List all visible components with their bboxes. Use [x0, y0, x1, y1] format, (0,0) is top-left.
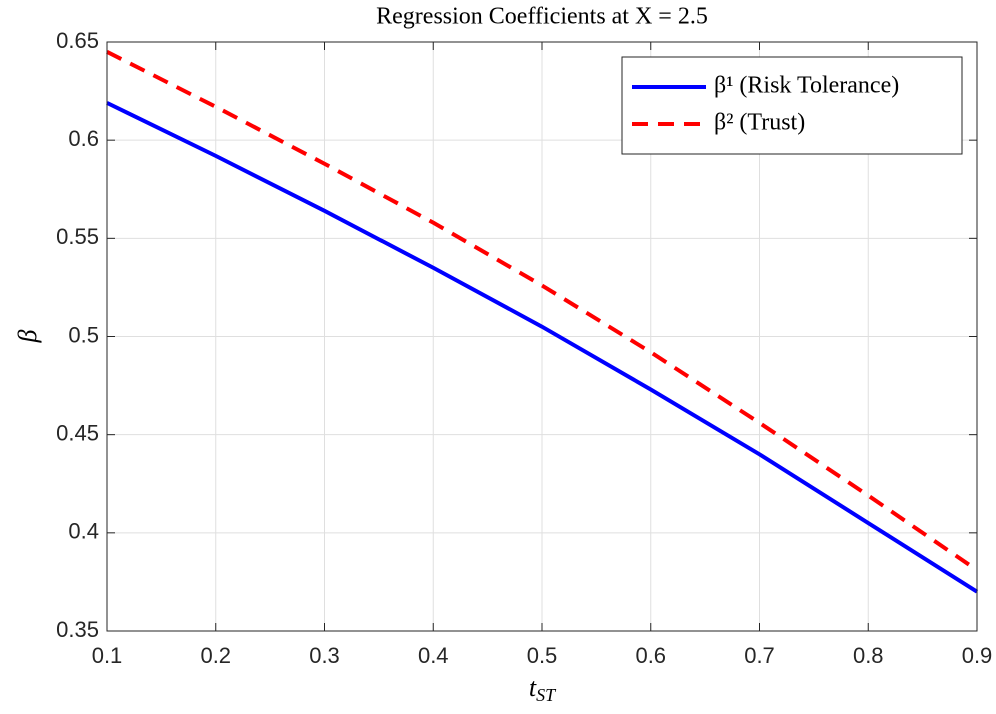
x-label-base: t	[529, 673, 537, 702]
y-tick-label: 0.35	[56, 617, 99, 642]
chart-title: Regression Coefficients at X = 2.5	[376, 4, 708, 30]
x-tick-label: 0.5	[527, 643, 558, 668]
legend-label: β² (Trust)	[714, 110, 805, 136]
series-line	[106, 50, 979, 572]
x-tick-label: 0.2	[200, 643, 231, 668]
axes-box	[106, 41, 978, 632]
x-tick-label: 0.8	[853, 643, 884, 668]
y-tick-label: 0.65	[56, 28, 99, 53]
y-tick-label: 0.45	[56, 420, 99, 445]
x-tick-label: 0.7	[744, 643, 775, 668]
y-tick-label: 0.4	[68, 519, 99, 544]
x-tick-label: 0.3	[309, 643, 340, 668]
x-label-subscript: ST	[536, 685, 557, 705]
series-line	[106, 101, 979, 594]
legend-label: β¹ (Risk Tolerance)	[714, 73, 899, 99]
y-axis-label: β	[13, 329, 42, 343]
legend-box	[621, 56, 963, 155]
y-tick-label: 0.5	[68, 322, 99, 347]
legend: β¹ (Risk Tolerance) β² (Trust)	[621, 56, 963, 155]
x-tick-label: 0.4	[418, 643, 449, 668]
x-axis-label: tST	[529, 673, 557, 705]
x-tick-label: 0.6	[635, 643, 666, 668]
x-tick-label: 0.9	[962, 643, 993, 668]
x-tick-label: 0.1	[92, 643, 123, 668]
y-tick-label: 0.55	[56, 224, 99, 249]
y-tick-label: 0.6	[68, 126, 99, 151]
